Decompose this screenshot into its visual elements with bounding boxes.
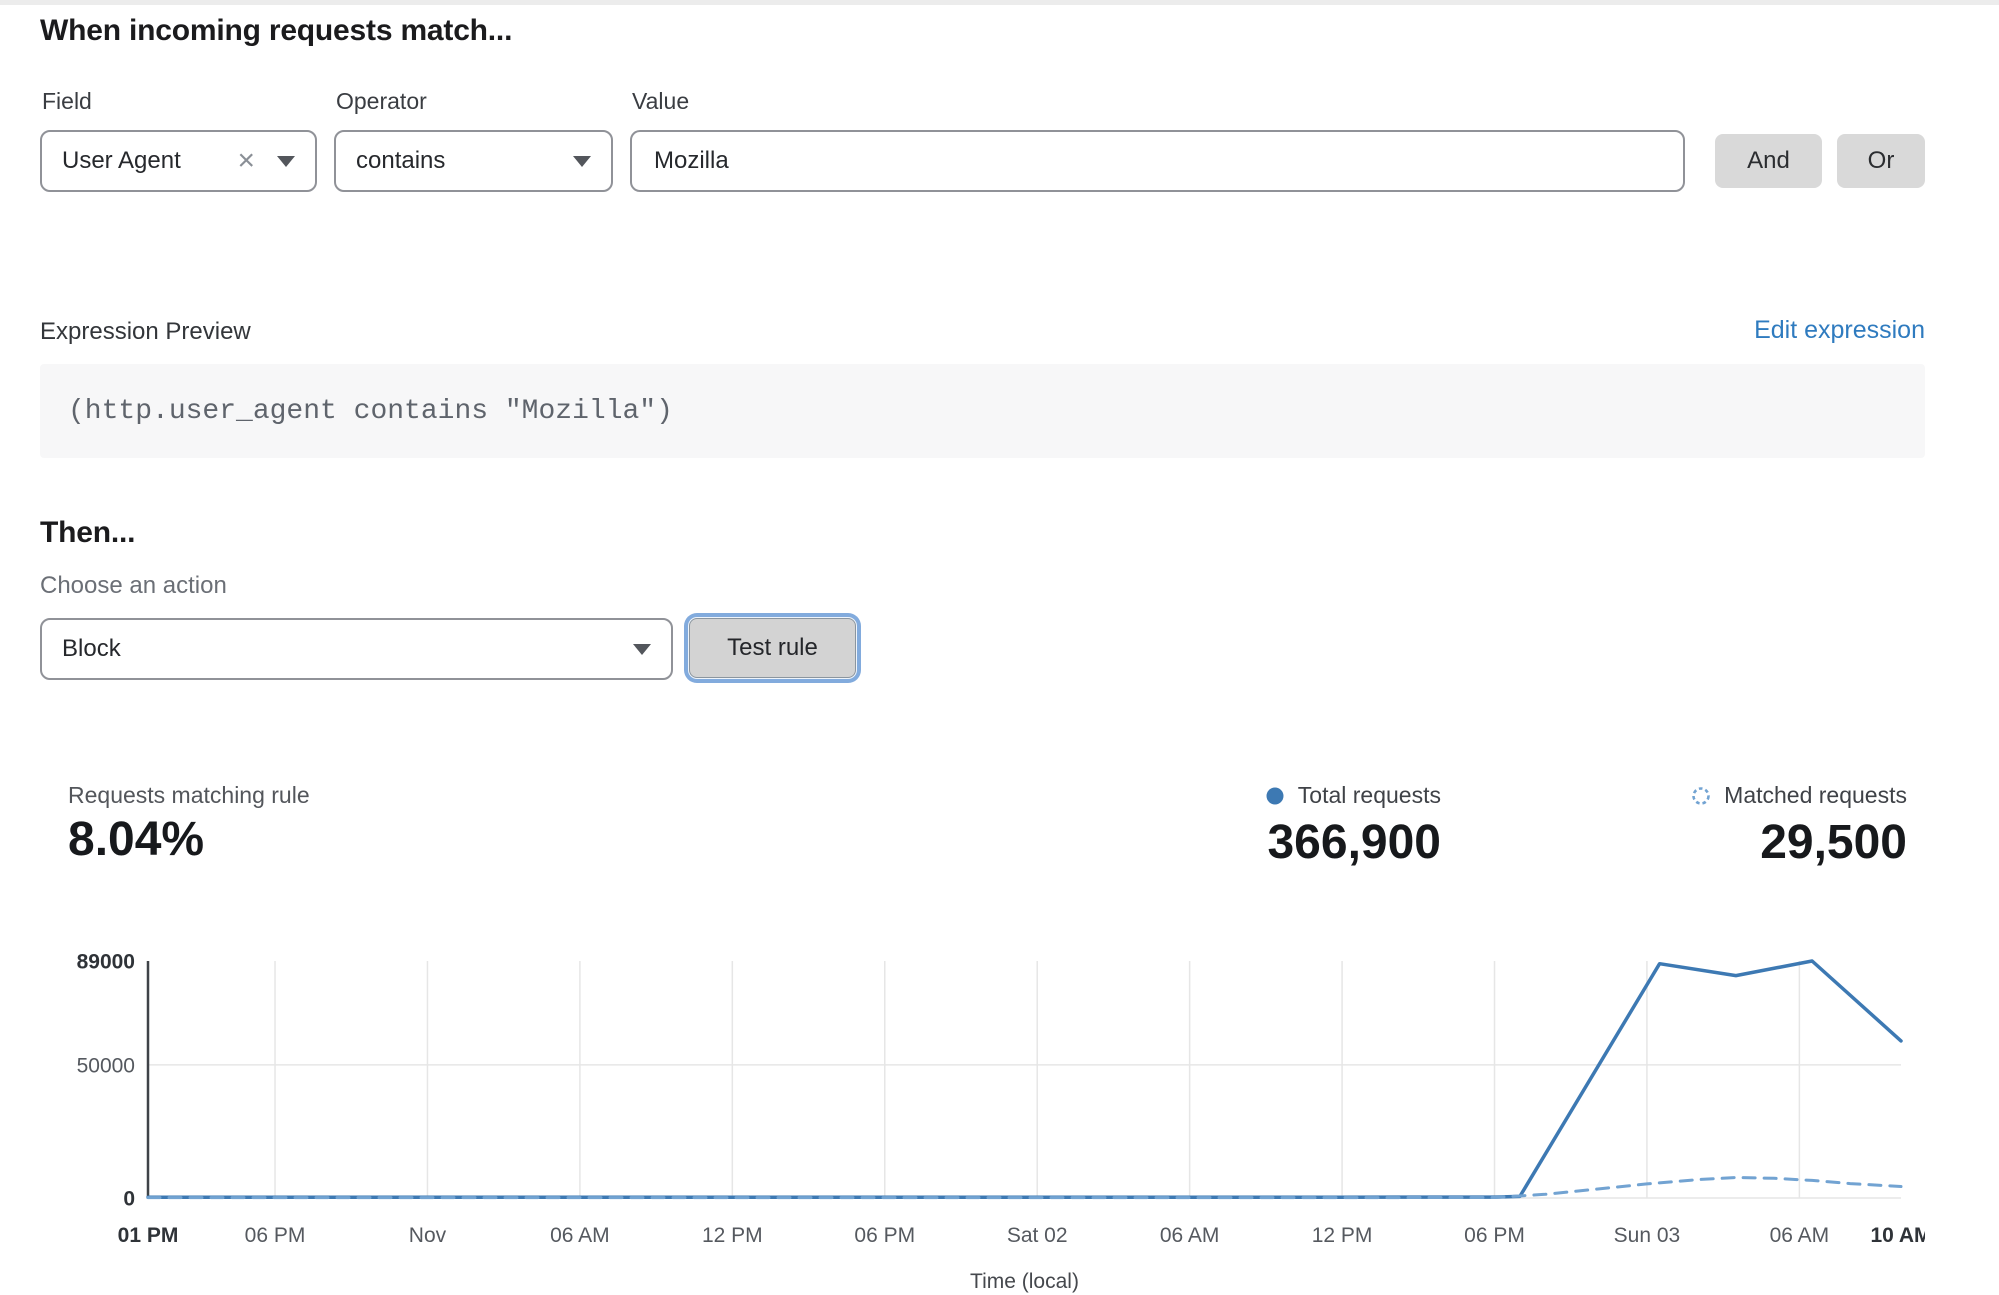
matched-requests-value: 29,500 bbox=[1760, 816, 1907, 869]
x-tick-label: 06 PM bbox=[854, 1224, 915, 1247]
then-heading: Then... bbox=[40, 516, 136, 549]
total-requests-line bbox=[146, 959, 1903, 1199]
choose-action-label: Choose an action bbox=[40, 572, 227, 599]
x-tick-label: Sun 03 bbox=[1614, 1224, 1681, 1247]
x-tick-label: 06 AM bbox=[1160, 1224, 1220, 1247]
requests-matching-value: 8.04% bbox=[68, 813, 205, 866]
expression-code-box: (http.user_agent contains "Mozilla") bbox=[40, 364, 1925, 458]
total-requests-stat: Total requests 366,900 bbox=[1265, 782, 1441, 870]
chevron-down-icon bbox=[633, 643, 651, 655]
expression-code: (http.user_agent contains "Mozilla") bbox=[68, 395, 673, 427]
when-heading: When incoming requests match... bbox=[40, 14, 513, 47]
x-tick-label: 06 AM bbox=[550, 1224, 610, 1247]
value-label: Value bbox=[632, 88, 690, 114]
edit-expression-link[interactable]: Edit expression bbox=[1754, 316, 1925, 344]
and-button[interactable]: And bbox=[1715, 134, 1822, 188]
field-selected-value: User Agent bbox=[62, 147, 181, 174]
matched-requests-line bbox=[146, 1176, 1903, 1200]
x-tick-label: 06 AM bbox=[1770, 1224, 1830, 1247]
operator-selected-value: contains bbox=[356, 147, 446, 174]
action-selected-value: Block bbox=[62, 635, 121, 662]
x-tick-label: 06 PM bbox=[245, 1224, 306, 1247]
total-requests-dot-icon bbox=[1266, 787, 1284, 804]
matched-requests-dashed-circle-icon bbox=[1692, 786, 1710, 805]
test-rule-button[interactable]: Test rule bbox=[689, 618, 856, 678]
requests-chart: 89000 50000 0 01 PM 06 PM Nov 06 AM 12 PM 06 PM S… bbox=[40, 938, 1925, 1294]
expression-preview-label: Expression Preview bbox=[40, 318, 251, 345]
chevron-down-icon bbox=[277, 155, 295, 167]
total-requests-value: 366,900 bbox=[1267, 816, 1441, 869]
x-tick-label: 12 PM bbox=[702, 1224, 763, 1247]
x-tick-label: 12 PM bbox=[1312, 1224, 1373, 1247]
x-axis-title: Time (local) bbox=[970, 1270, 1079, 1293]
y-tick-label: 50000 bbox=[77, 1054, 135, 1077]
matched-requests-stat: Matched requests 29,500 bbox=[1691, 782, 1907, 870]
value-input[interactable] bbox=[630, 130, 1685, 192]
y-tick-label: 0 bbox=[123, 1188, 135, 1211]
field-select[interactable]: User Agent × bbox=[40, 130, 317, 192]
x-tick-label: 01 PM bbox=[118, 1224, 179, 1247]
or-button[interactable]: Or bbox=[1837, 134, 1925, 188]
x-tick-label: 06 PM bbox=[1464, 1224, 1525, 1247]
x-tick-label: 10 AM bbox=[1870, 1224, 1925, 1247]
x-tick-label: Sat 02 bbox=[1007, 1224, 1068, 1247]
y-tick-label: 89000 bbox=[77, 951, 135, 974]
operator-select[interactable]: contains bbox=[334, 130, 613, 192]
action-select[interactable]: Block bbox=[40, 618, 673, 680]
matched-requests-label: Matched requests bbox=[1724, 782, 1907, 808]
requests-chart-svg: 89000 50000 0 01 PM 06 PM Nov 06 AM 12 PM 06 PM S… bbox=[77, 951, 1925, 1294]
requests-matching-label: Requests matching rule bbox=[68, 782, 310, 808]
field-label: Field bbox=[42, 88, 92, 114]
clear-field-icon[interactable]: × bbox=[237, 144, 255, 177]
x-tick-label: Nov bbox=[409, 1224, 447, 1247]
top-divider bbox=[0, 0, 1999, 5]
total-requests-label: Total requests bbox=[1297, 782, 1441, 808]
operator-label: Operator bbox=[336, 88, 427, 114]
chevron-down-icon bbox=[573, 155, 591, 167]
